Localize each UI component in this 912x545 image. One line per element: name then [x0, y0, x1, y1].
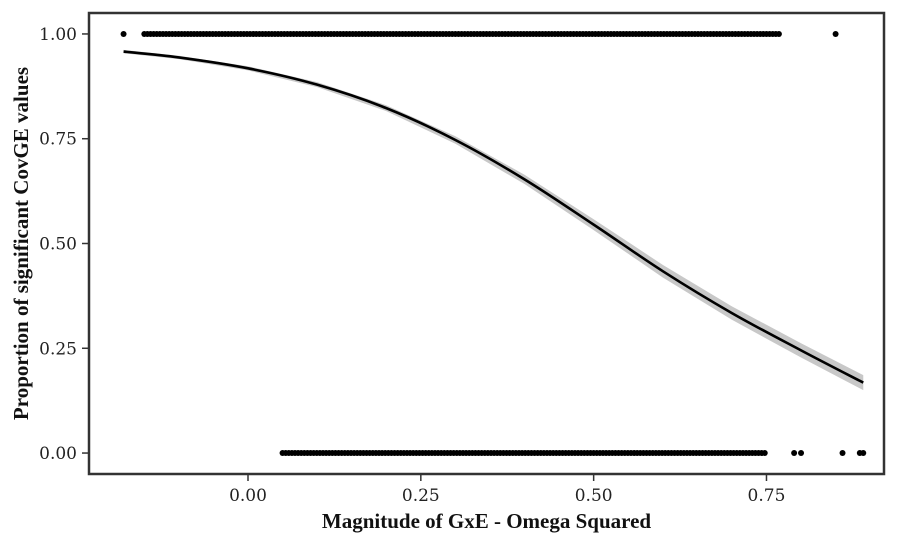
y-tick-label: 0.00: [39, 444, 77, 464]
y-tick-label: 0.50: [39, 235, 77, 255]
y-tick-label: 0.25: [39, 339, 77, 359]
x-axis-title: Magnitude of GxE - Omega Squared: [322, 509, 652, 533]
bottom-row-point: [860, 450, 867, 457]
x-tick-label: 0.25: [402, 486, 440, 506]
top-row-point: [120, 30, 127, 37]
y-axis-ticks: 0.00 0.25 0.50 0.75 1.00: [39, 25, 89, 464]
plot-frame: [87, 11, 886, 476]
y-axis-title: Proportion of significant CovGE values: [9, 67, 33, 420]
x-axis-ticks: 0.00 0.25 0.50 0.75: [229, 474, 785, 506]
confidence-ribbon-layer: [123, 49, 864, 391]
fit-curve-line: [123, 50, 864, 384]
points-layer: [120, 30, 867, 457]
x-tick-label: 0.75: [748, 486, 786, 506]
confidence-ribbon: [123, 49, 864, 391]
fit-curve-layer: [123, 50, 864, 384]
top-row-point: [775, 30, 782, 37]
x-tick-label: 0.50: [575, 486, 613, 506]
x-tick-label: 0.00: [229, 486, 267, 506]
bottom-row-point: [798, 450, 805, 457]
top-row-point: [832, 30, 839, 37]
bottom-row-point: [839, 450, 846, 457]
bottom-row-point: [791, 450, 798, 457]
bottom-row-point: [761, 450, 768, 457]
y-tick-label: 1.00: [39, 25, 77, 45]
y-tick-label: 0.75: [39, 130, 77, 150]
